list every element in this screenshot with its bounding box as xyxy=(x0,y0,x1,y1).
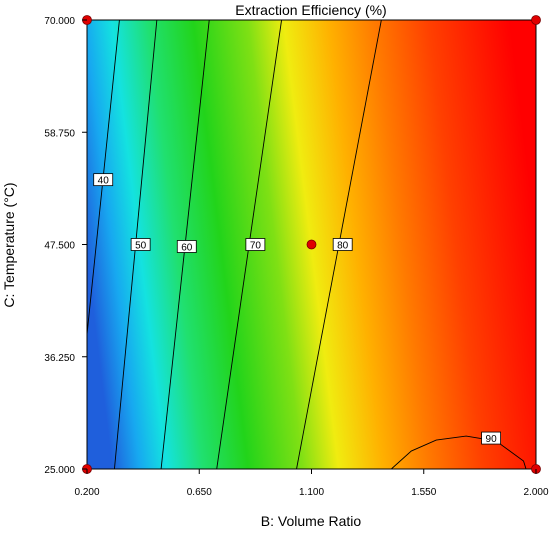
contour-label-80: 80 xyxy=(337,241,349,252)
y-tick-label: 70.000 xyxy=(44,16,75,27)
contour-label-70: 70 xyxy=(250,241,262,252)
contour-label-box-60 xyxy=(176,240,197,253)
y-axis-label: C: Temperature (°C) xyxy=(1,182,17,307)
contour-label-50: 50 xyxy=(135,241,147,252)
contour-label-box-90 xyxy=(481,431,502,445)
x-tick-label: 0.200 xyxy=(74,487,99,498)
x-tick-label: 2.000 xyxy=(523,487,548,498)
x-tick-label: 1.100 xyxy=(299,487,324,498)
x-tick-label: 1.550 xyxy=(411,487,436,498)
contour-label-60: 60 xyxy=(181,242,193,253)
chart-title: Extraction Efficiency (%) xyxy=(235,2,386,18)
contour-label-box-80 xyxy=(332,238,353,251)
contour-label-40: 40 xyxy=(98,176,110,187)
axes: 0.200 0.650 1.100 1.550 2.000 25.000 36.250 47.… xyxy=(44,16,549,498)
contour-label-box-40 xyxy=(93,173,114,187)
design-point xyxy=(531,15,541,25)
y-tick-label: 47.500 xyxy=(44,241,75,252)
contour-label-box-50 xyxy=(130,238,151,251)
contour-line-90 xyxy=(391,435,527,469)
design-point xyxy=(306,239,317,250)
y-tick-label: 36.250 xyxy=(44,353,75,364)
x-axis-label: B: Volume Ratio xyxy=(261,513,362,529)
y-tick-label: 58.750 xyxy=(44,128,75,139)
contour-label-90: 90 xyxy=(486,434,498,445)
contour-labels: 40 50 60 70 80 90 xyxy=(93,173,502,445)
x-tick-label: 0.650 xyxy=(187,487,212,498)
contour-label-box-70 xyxy=(245,238,266,251)
y-tick-label: 25.000 xyxy=(44,465,75,476)
